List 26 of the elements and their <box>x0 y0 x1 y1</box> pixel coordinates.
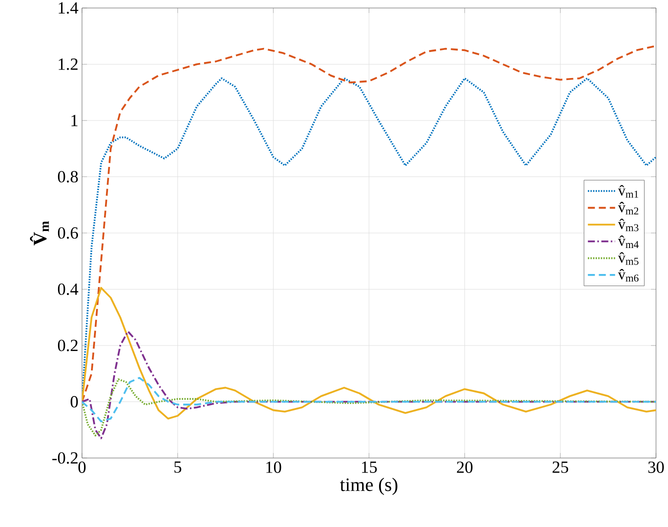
x-tick-label: 15 <box>362 462 377 473</box>
y-tick-label: 1.2 <box>58 58 78 70</box>
legend-label: v̂$_{m6}$ <box>618 269 639 282</box>
line-series <box>82 378 656 436</box>
x-tick-label: 30 <box>648 462 664 473</box>
y-tick-label: 1 <box>71 114 78 126</box>
y-tick-label: 1.4 <box>58 2 78 14</box>
legend-label: v̂$_{m5}$ <box>618 252 638 265</box>
legend-label: v̂$_{m2}$ <box>618 202 638 214</box>
x-tick-label: 0 <box>78 462 86 473</box>
x-tick-label: 25 <box>552 462 568 473</box>
y-tick-label: 0.6 <box>58 227 78 239</box>
legend-label: v̂$_{m1}$ <box>618 185 638 198</box>
y-tick-label: -0.2 <box>52 452 78 464</box>
y-tick-label: 0 <box>70 396 78 408</box>
x-tick-label: 5 <box>174 462 182 473</box>
x-tick-label: 10 <box>266 462 282 473</box>
y-axis-title: V̂$_{m}$ <box>30 221 49 246</box>
y-tick-label: 0.2 <box>58 340 78 352</box>
y-tick-label: 0.8 <box>58 170 78 182</box>
legend-label: v̂$_{m4}$ <box>618 235 639 248</box>
x-axis-title: time (s) <box>340 478 398 495</box>
y-tick-label: 0.4 <box>58 283 78 295</box>
x-tick-label: 20 <box>456 462 472 473</box>
line-series <box>82 376 656 422</box>
legend-label: v̂$_{m3}$ <box>618 218 638 232</box>
